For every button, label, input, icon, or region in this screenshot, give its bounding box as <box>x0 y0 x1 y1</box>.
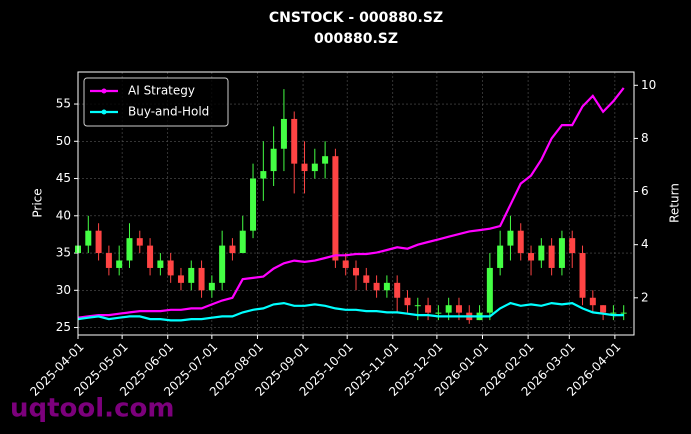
candle-body <box>270 148 277 172</box>
candle-body <box>414 305 421 307</box>
candle-body <box>208 282 215 291</box>
legend-marker <box>101 109 107 115</box>
candle-body <box>548 245 555 268</box>
candle-body <box>383 282 390 291</box>
candle-body <box>507 230 514 246</box>
candle-body <box>198 267 205 291</box>
candle-body <box>610 312 617 314</box>
chart-title: CNSTOCK - 000880.SZ <box>269 10 443 26</box>
candle-body <box>229 245 236 254</box>
candle-body <box>600 305 607 313</box>
y2-tick-label: 8 <box>641 131 649 145</box>
y-tick-label: 25 <box>56 320 71 334</box>
y2-tick-label: 4 <box>641 237 649 251</box>
y-tick-label: 55 <box>56 97 71 111</box>
candle-body <box>167 260 174 276</box>
candle-body <box>404 297 411 306</box>
candle-body <box>147 245 154 268</box>
candle-body <box>620 312 627 314</box>
candle-body <box>280 118 287 149</box>
candle-body <box>497 245 504 268</box>
candle-body <box>85 230 92 246</box>
candle-body <box>455 305 462 313</box>
candle-body <box>311 163 318 172</box>
candle-body <box>301 163 308 172</box>
y-tick-label: 30 <box>56 283 71 297</box>
candle-body <box>188 267 195 283</box>
candle-body <box>589 297 596 306</box>
candle-body <box>291 118 298 164</box>
chart-subtitle: 000880.SZ <box>314 31 398 47</box>
y-tick-label: 50 <box>56 134 71 148</box>
plot-frame <box>77 71 635 336</box>
candle-body <box>239 230 246 254</box>
candle-body <box>260 171 267 179</box>
candle-body <box>425 305 432 313</box>
candle-body <box>517 230 524 254</box>
watermark: uqtool.com <box>10 394 174 424</box>
y2-axis-label: Return <box>668 183 682 223</box>
candle-body <box>105 253 112 268</box>
y2-tick-label: 10 <box>641 78 656 92</box>
return-line <box>77 301 624 322</box>
y2-tick-label: 6 <box>641 184 649 198</box>
y-axis-label: Price <box>31 188 45 217</box>
candle-body <box>373 282 380 291</box>
return-line <box>77 87 625 319</box>
candle-body <box>250 178 257 231</box>
candle-body <box>558 238 565 268</box>
candle-body <box>332 156 339 261</box>
candle-body <box>136 238 143 246</box>
candle-body <box>579 253 586 298</box>
candle-body <box>569 238 576 254</box>
candle-body <box>435 312 442 314</box>
candle-body <box>322 156 329 164</box>
candle-body <box>363 275 370 283</box>
candle-body <box>538 245 545 261</box>
candle-body <box>126 238 133 261</box>
y-tick-label: 40 <box>56 208 71 222</box>
candle-body <box>116 260 123 268</box>
y-tick-label: 45 <box>56 171 71 185</box>
legend-label: Buy-and-Hold <box>128 105 209 119</box>
candle-body <box>157 260 164 268</box>
candle-body <box>486 267 493 313</box>
legend-box <box>83 77 229 127</box>
legend-marker <box>101 88 107 94</box>
candle-body <box>95 230 102 254</box>
candle-body <box>528 253 535 261</box>
candle-body <box>219 245 226 283</box>
candle-body <box>177 275 184 283</box>
candle-body <box>353 267 359 276</box>
y2-tick-label: 2 <box>641 290 649 304</box>
legend-label: AI Strategy <box>128 84 195 98</box>
candle-body <box>342 260 349 268</box>
candle-body <box>445 305 452 313</box>
candle-body <box>394 282 401 298</box>
y-tick-label: 35 <box>56 246 71 260</box>
